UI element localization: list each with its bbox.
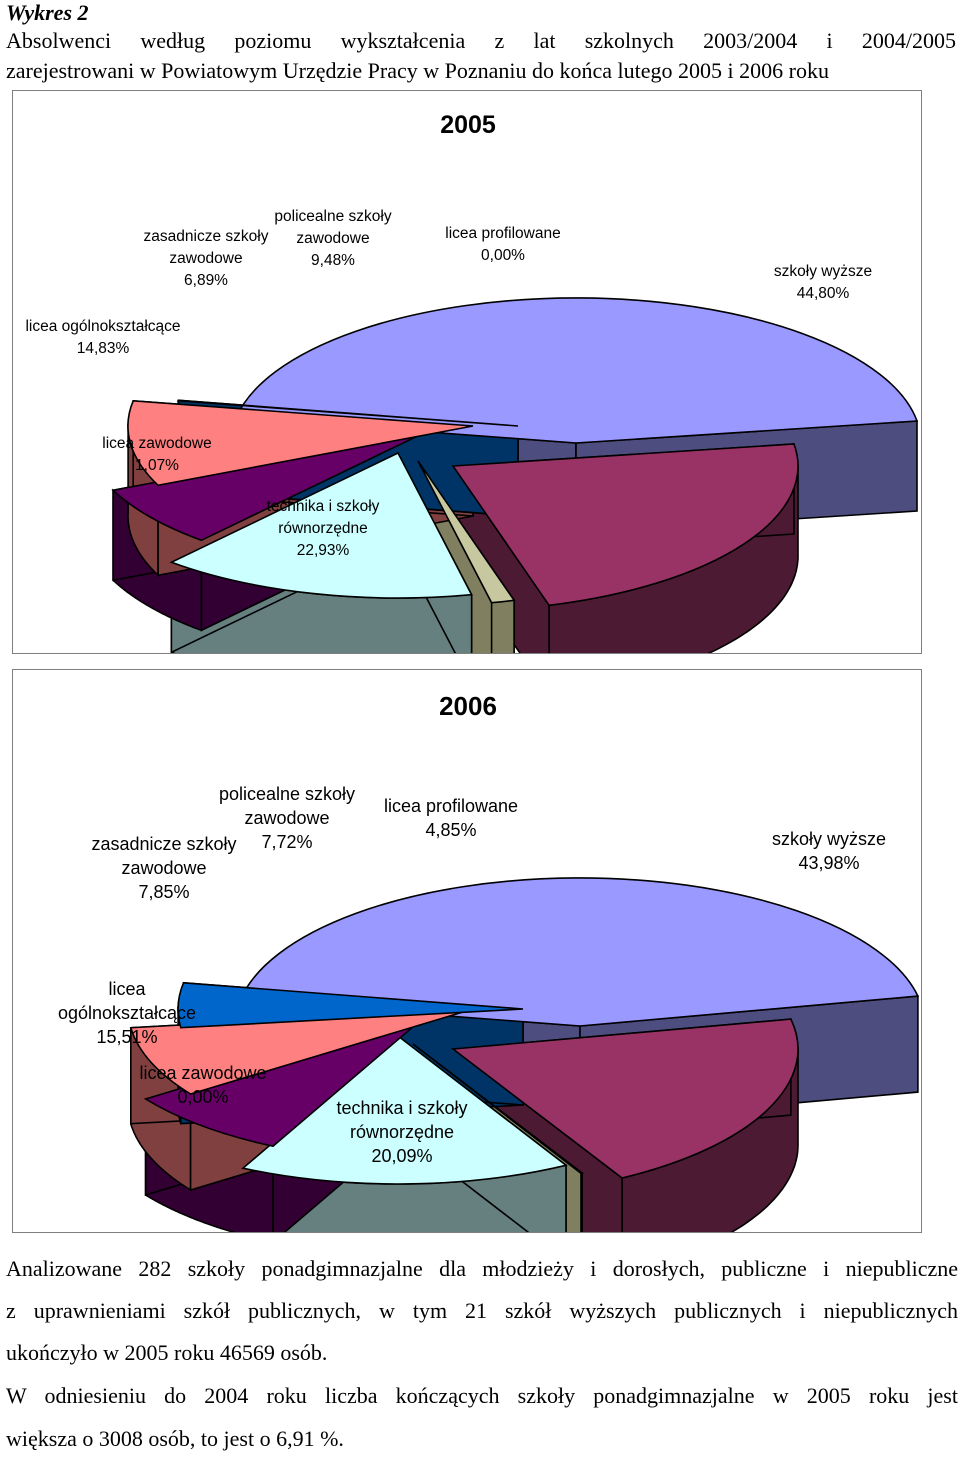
figure-caption-line-2: zarejestrowani w Powiatowym Urzędzie Pra… [6,58,829,83]
pie-slice-technika [450,1018,799,1179]
data-label-zasadnicze: zasadnicze szkoły zawodowe 6,89% [144,228,269,289]
pie-slice-szkoly_wyzsze [239,877,920,1027]
data-label-licea_profilowane: licea profilowane 0,00% [445,225,560,264]
data-label-licea_ogolnoksztalcace: licea ogólnokształcące 14,83% [25,318,180,357]
chart-title: 2006 [439,691,497,721]
paragraph-1-line-3: ukończyło w 2005 roku 46569 osób. [6,1340,328,1365]
pie-slice-licea_ogolnoksztalcace [169,451,473,599]
data-label-technika: technika i szkoły równorzędne 20,09% [336,1098,467,1166]
data-label-technika: technika i szkoły równorzędne 22,93% [267,498,380,559]
pie-slice-licea_ogolnoksztalcace [241,1034,568,1185]
data-label-szkoly_wyzsze: szkoły wyższe 44,80% [774,263,872,302]
figure-caption-line-1: Absolwenci według poziomu wykształcenia … [6,28,956,53]
pie-chart-2005: 2005 szkoły wyższe 44,80% technika i szkoły… [12,90,922,654]
pie-slice-zasadnicze [111,430,429,542]
figure-label: Wykres 2 [6,0,89,25]
paragraph-2-line-2: większa o 3008 osób, to jest o 6,91 %. [6,1426,344,1451]
pie-chart-2006-canvas: 2006 szkoły wyższe 43,98% technika i szkoły… [58,691,920,1232]
data-label-szkoly_wyzsze: szkoły wyższe 43,98% [772,829,886,873]
data-label-licea_zawodowe: licea zawodowe 1,07% [102,435,211,474]
paragraph-2-line-1: W odniesieniu do 2004 roku liczba kończą… [6,1383,958,1408]
data-label-policealne: policealne szkoły zawodowe 7,72% [219,784,355,852]
pie-data-labels: szkoły wyższe 43,98% technika i szkoły równ… [58,784,886,1166]
pie-slice-policealne [127,399,474,487]
data-label-licea_profilowane: licea profilowane 4,85% [384,796,518,840]
data-label-zasadnicze: zasadnicze szkoły zawodowe 7,85% [91,834,236,902]
pie-slice-zasadnicze [143,1013,429,1148]
pie-slice-policealne [129,1008,474,1095]
pie-slice-licea_zawodowe [412,1043,584,1175]
paragraph-1-line-2: z uprawnieniami szkół publicznych, w tym… [6,1298,958,1323]
pie-slice-licea_zawodowe [417,460,516,604]
pie-slice-licea_profilowane [176,399,519,427]
pie-data-labels: szkoły wyższe 44,80% technika i szkoły równ… [25,208,872,559]
data-label-policealne: policealne szkoły zawodowe 9,48% [274,208,391,269]
pie-top-faces [129,877,920,1185]
pie-slice-licea_profilowane [177,981,524,1029]
data-label-licea_zawodowe: licea zawodowe 0,00% [139,1063,266,1107]
data-label-licea_ogolnoksztalcace: licea ogólnokształcące 15,51% [58,979,196,1047]
pie-chart-2005-canvas: 2005 szkoły wyższe 44,80% technika i szkoły… [25,111,919,653]
pie-chart-2006: 2006 szkoły wyższe 43,98% technika i szkoły… [12,669,922,1233]
chart-title: 2005 [440,111,496,139]
paragraph-1-line-1: Analizowane 282 szkoły ponadgimnazjalne … [6,1256,958,1281]
pie-top-faces [111,297,919,607]
pie-slice-szkoly_wyzsze [235,297,919,444]
pie-slice-technika [451,443,799,607]
